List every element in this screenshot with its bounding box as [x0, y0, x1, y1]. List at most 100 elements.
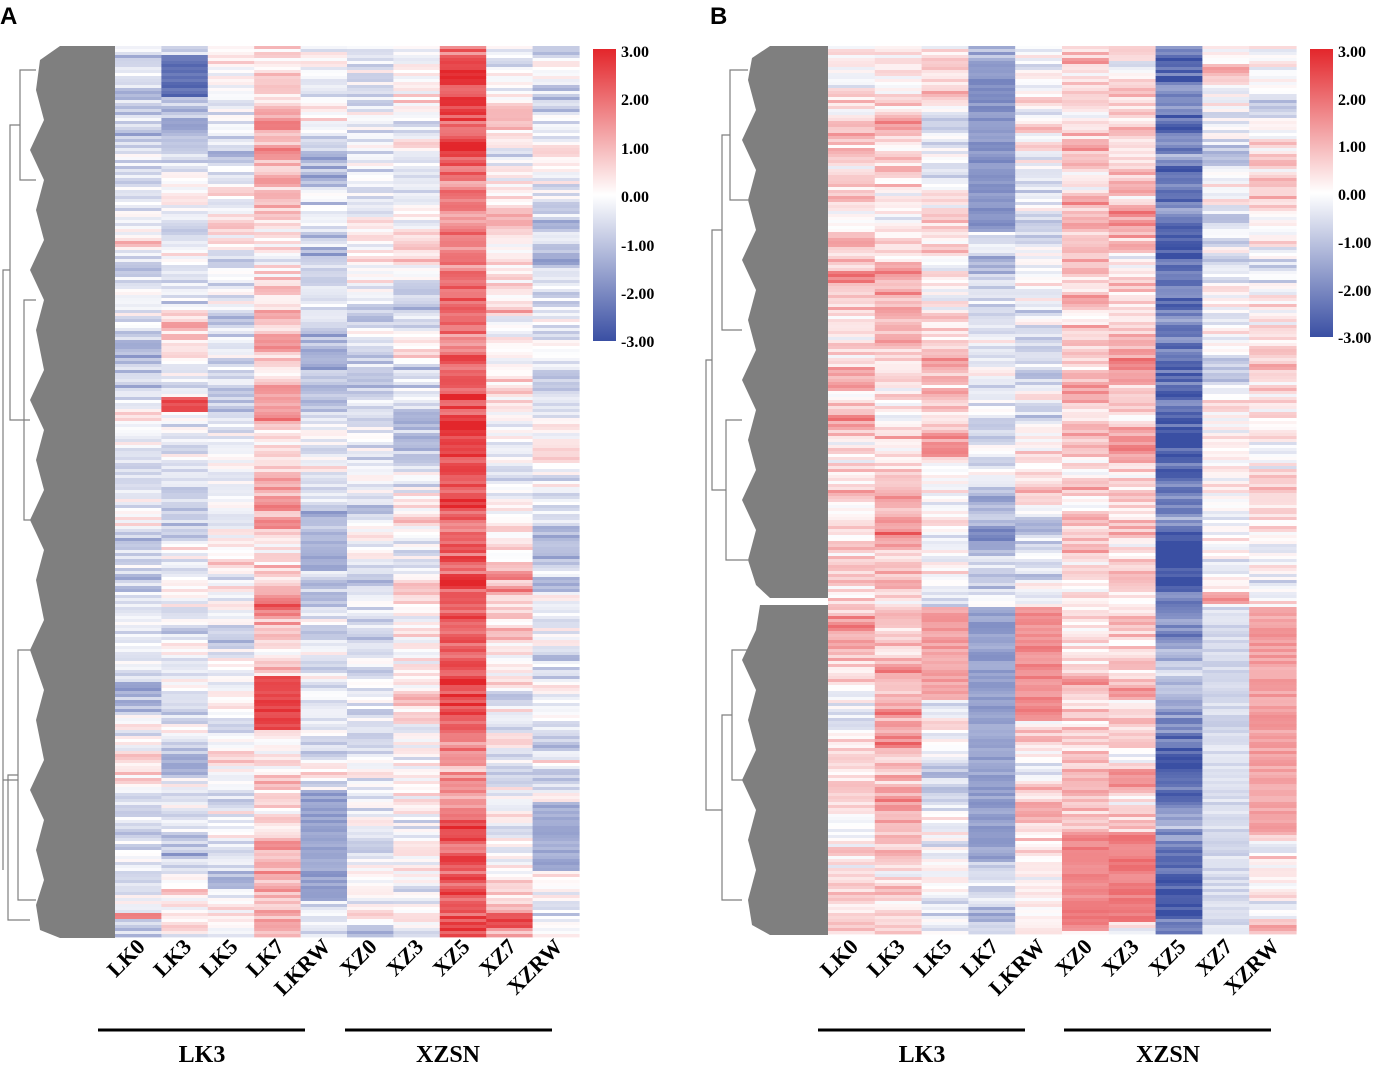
heatmap-cell — [161, 661, 209, 665]
heatmap-cell — [1015, 322, 1063, 326]
heatmap-cell — [1062, 295, 1110, 299]
heatmap-cell — [347, 517, 394, 521]
heatmap-cell — [1062, 64, 1110, 68]
heatmap-cell — [393, 751, 441, 755]
heatmap-cell — [828, 397, 876, 401]
heatmap-cell — [254, 424, 302, 428]
heatmap-cell — [532, 622, 580, 626]
heatmap-cell — [828, 694, 876, 698]
heatmap-cell — [968, 643, 1016, 647]
heatmap-cell — [207, 748, 255, 752]
heatmap-cell — [874, 151, 923, 155]
heatmap-cell — [300, 580, 348, 584]
heatmap-cell — [161, 139, 209, 143]
heatmap-cell — [828, 841, 876, 845]
heatmap-cell — [1108, 370, 1157, 374]
heatmap-cell — [828, 424, 876, 428]
heatmap-cell — [968, 274, 1016, 278]
heatmap-cell — [254, 442, 302, 446]
heatmap-cell — [207, 316, 255, 320]
heatmap-cell — [828, 901, 876, 905]
heatmap-cell — [300, 916, 348, 920]
heatmap-cell — [300, 346, 348, 350]
heatmap-cell — [486, 868, 534, 872]
heatmap-cell — [300, 394, 348, 398]
heatmap-cell — [115, 928, 162, 932]
heatmap-cell — [254, 103, 302, 107]
heatmap-cell — [1108, 595, 1157, 599]
heatmap-cell — [347, 154, 394, 158]
heatmap-cell — [161, 70, 209, 74]
heatmap-cell — [1015, 349, 1063, 353]
heatmap-cell — [439, 673, 487, 677]
heatmap-cell — [161, 586, 209, 590]
heatmap-cell — [486, 739, 534, 743]
heatmap-cell — [254, 589, 302, 593]
heatmap-cell — [300, 457, 348, 461]
heatmap-cell — [115, 82, 162, 86]
heatmap-cell — [828, 739, 876, 743]
heatmap-cell — [347, 646, 394, 650]
heatmap-cell — [874, 127, 923, 131]
heatmap-cell — [300, 160, 348, 164]
heatmap-cell — [207, 823, 255, 827]
heatmap-cell — [207, 613, 255, 617]
heatmap-cell — [828, 208, 876, 212]
heatmap-cell — [874, 274, 923, 278]
heatmap-cell — [161, 553, 209, 557]
heatmap-cell — [300, 370, 348, 374]
heatmap-cell — [300, 46, 348, 50]
heatmap-cell — [1062, 154, 1110, 158]
heatmap-cell — [300, 691, 348, 695]
heatmap-cell — [968, 607, 1016, 611]
heatmap-cell — [439, 871, 487, 875]
heatmap-cell — [1108, 88, 1157, 92]
heatmap-cell — [1062, 367, 1110, 371]
heatmap-cell — [393, 709, 441, 713]
heatmap-cell — [921, 106, 969, 110]
heatmap-cell — [1062, 379, 1110, 383]
heatmap-cell — [254, 841, 302, 845]
heatmap-cell — [874, 703, 923, 707]
heatmap-cell — [115, 202, 162, 206]
heatmap-cell — [393, 451, 441, 455]
heatmap-cell — [115, 124, 162, 128]
heatmap-cell — [1108, 622, 1157, 626]
heatmap-cell — [254, 451, 302, 455]
heatmap-cell — [347, 643, 394, 647]
heatmap-cell — [161, 160, 209, 164]
heatmap-cell — [254, 370, 302, 374]
heatmap-cell — [439, 190, 487, 194]
heatmap-cell — [1015, 631, 1063, 635]
heatmap-cell — [874, 538, 923, 542]
heatmap-cell — [1062, 142, 1110, 146]
heatmap-cell — [207, 310, 255, 314]
heatmap-cell — [207, 883, 255, 887]
heatmap-cell — [393, 583, 441, 587]
heatmap-cell — [828, 592, 876, 596]
heatmap-cell — [1062, 505, 1110, 509]
heatmap-cell — [207, 142, 255, 146]
heatmap-cell — [921, 628, 969, 632]
heatmap-cell — [254, 796, 302, 800]
heatmap-cell — [486, 895, 534, 899]
heatmap-cell — [300, 460, 348, 464]
heatmap-cell — [828, 139, 876, 143]
heatmap-cell — [1015, 343, 1063, 347]
heatmap-cell — [1062, 340, 1110, 344]
heatmap-cell — [347, 205, 394, 209]
heatmap-cell — [921, 454, 969, 458]
heatmap-cell — [300, 886, 348, 890]
heatmap-cell — [828, 148, 876, 152]
heatmap-cell — [393, 196, 441, 200]
heatmap-cell — [207, 511, 255, 515]
heatmap-cell — [921, 430, 969, 434]
heatmap-cell — [1015, 217, 1063, 221]
heatmap-cell — [1015, 283, 1063, 287]
heatmap-cell — [393, 490, 441, 494]
heatmap-cell — [115, 211, 162, 215]
heatmap-cell — [486, 481, 534, 485]
heatmap-cell — [439, 493, 487, 497]
heatmap-cell — [161, 124, 209, 128]
heatmap-cell — [874, 580, 923, 584]
